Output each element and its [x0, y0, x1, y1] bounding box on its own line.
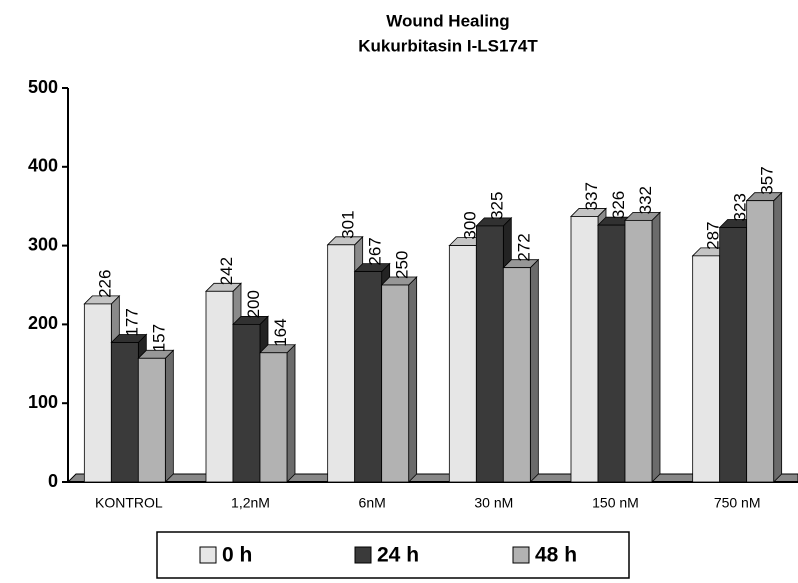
value-label: 325: [487, 192, 506, 220]
bar: [232, 323, 261, 483]
value-label: 226: [95, 270, 114, 298]
bar: [570, 216, 599, 483]
x-tick-label: 30 nM: [474, 495, 513, 511]
value-label: 267: [366, 237, 385, 265]
x-tick-label: KONTROL: [95, 495, 163, 511]
bar: [259, 352, 288, 483]
value-label: 300: [460, 211, 479, 239]
bar: [83, 303, 112, 483]
legend-swatch: [354, 546, 372, 564]
x-tick-label: 150 nM: [592, 495, 639, 511]
bar-side: [651, 211, 661, 483]
chart-subtitle: Kukurbitasin I-LS174T: [358, 36, 538, 55]
floor: [66, 473, 798, 483]
bar: [110, 342, 139, 483]
bar-side: [286, 343, 296, 483]
bar: [448, 245, 477, 483]
value-label: 287: [704, 221, 723, 249]
y-tick-label: 400: [28, 156, 58, 176]
legend-swatch: [199, 546, 217, 564]
value-label: 177: [122, 308, 141, 336]
y-tick-label: 100: [28, 392, 58, 412]
legend-box: [156, 531, 630, 579]
value-label: 200: [244, 290, 263, 318]
value-label: 323: [731, 193, 750, 221]
value-label: 357: [758, 166, 777, 194]
bar: [692, 255, 721, 483]
bar: [597, 224, 626, 483]
bar: [354, 271, 383, 483]
legend-swatch: [512, 546, 530, 564]
legend-label: 48 h: [535, 544, 577, 567]
bar: [381, 284, 410, 483]
bar: [502, 267, 531, 483]
y-tick-label: 200: [28, 313, 58, 333]
value-label: 164: [271, 318, 290, 346]
value-label: 332: [636, 186, 655, 214]
chart-title: Wound Healing: [386, 11, 509, 30]
legend-label: 0 h: [222, 544, 252, 567]
value-label: 301: [339, 210, 358, 238]
value-label: 242: [217, 257, 236, 285]
bar-side: [164, 349, 174, 483]
bar: [624, 219, 653, 483]
bar: [746, 200, 775, 483]
bar: [137, 357, 166, 483]
x-tick-label: 6nM: [359, 495, 386, 511]
x-tick-label: 750 nM: [714, 495, 761, 511]
bar: [475, 225, 504, 483]
value-label: 250: [393, 251, 412, 279]
value-label: 157: [149, 324, 168, 352]
x-tick-label: 1,2nM: [231, 495, 270, 511]
bar: [205, 290, 234, 483]
bar-side: [529, 258, 539, 483]
bar-side: [773, 191, 783, 483]
legend-label: 24 h: [377, 544, 419, 567]
bar: [719, 227, 748, 483]
bar-side: [408, 276, 418, 483]
value-label: 326: [609, 191, 628, 219]
y-tick-label: 0: [48, 471, 58, 491]
value-label: 272: [514, 233, 533, 261]
bar: [327, 244, 356, 483]
value-label: 337: [582, 182, 601, 210]
y-tick-label: 500: [28, 77, 58, 97]
y-tick-label: 300: [28, 234, 58, 254]
